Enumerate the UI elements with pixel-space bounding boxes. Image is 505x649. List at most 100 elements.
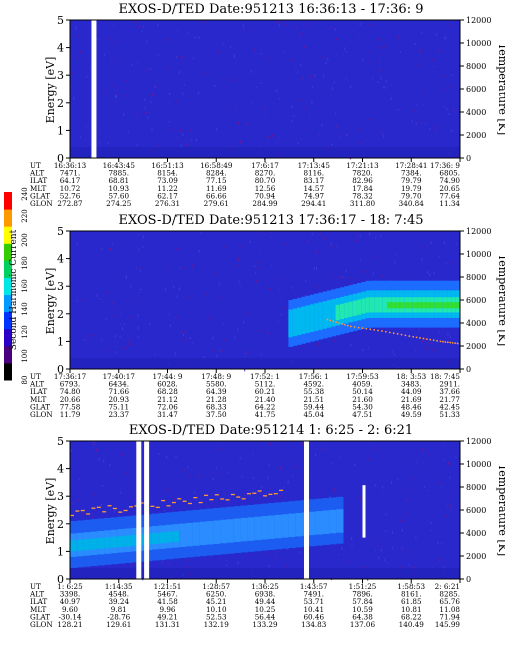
- noise-mark: [445, 515, 447, 517]
- noise-mark: [189, 129, 191, 133]
- orbit-row-value: 284.99: [252, 199, 278, 208]
- noise-mark: [437, 481, 439, 485]
- temperature-point: [385, 330, 387, 333]
- noise-mark: [180, 129, 182, 133]
- noise-mark: [187, 296, 189, 299]
- noise-mark: [421, 247, 423, 249]
- noise-mark: [340, 276, 341, 279]
- noise-mark: [351, 537, 353, 541]
- noise-mark: [247, 351, 249, 355]
- temperature-point: [263, 495, 268, 497]
- band-mid: [288, 513, 296, 538]
- band-mid: [327, 300, 332, 328]
- noise-mark: [259, 498, 261, 501]
- orbit-row-value: 57.84: [352, 597, 373, 606]
- orbit-row-value: 64.22: [255, 402, 276, 411]
- noise-mark: [291, 119, 293, 122]
- orbit-row-value: 61.85: [401, 597, 422, 606]
- noise-mark: [384, 86, 386, 89]
- orbit-row-value: 21.28: [206, 395, 227, 404]
- temperature-point: [451, 341, 454, 344]
- noise-mark: [303, 23, 305, 26]
- noise-mark: [115, 93, 117, 95]
- noise-mark: [411, 120, 413, 123]
- noise-mark: [186, 559, 188, 562]
- noise-mark: [157, 23, 159, 27]
- noise-mark: [71, 449, 73, 452]
- noise-mark: [237, 561, 239, 565]
- noise-mark: [415, 536, 417, 540]
- noise-mark: [383, 86, 385, 89]
- orbit-row-value: 9.60: [62, 605, 78, 614]
- noise-mark: [261, 486, 263, 489]
- band-mid: [220, 519, 228, 544]
- orbit-row-value: 2: 6:21: [435, 582, 460, 591]
- noise-mark: [84, 566, 86, 569]
- noise-mark: [258, 146, 260, 148]
- orbit-row-value: 65.76: [439, 597, 460, 606]
- orbit-row-value: 1: 6:25: [57, 582, 83, 591]
- noise-mark: [129, 316, 131, 319]
- noise-mark: [255, 261, 257, 264]
- colorbar-label: Second Harmonic Current: [9, 229, 19, 350]
- orbit-row-label: ILAT: [30, 597, 47, 606]
- orbit-row-label: GLAT: [30, 191, 50, 200]
- noise-mark: [402, 519, 403, 522]
- low-energy-band: [70, 357, 460, 369]
- orbit-row-value: 16:51:13: [151, 161, 184, 170]
- noise-mark: [291, 287, 293, 289]
- noise-mark: [121, 453, 123, 456]
- noise-mark: [98, 127, 100, 130]
- band-mid: [314, 303, 319, 331]
- noise-mark: [252, 101, 254, 103]
- orbit-row-value: 137.06: [350, 620, 376, 629]
- temperature-point: [166, 505, 171, 507]
- band-mid: [233, 518, 242, 543]
- noise-mark: [238, 121, 239, 125]
- orbit-row-value: 16:36:13: [54, 161, 87, 170]
- orbit-row-value: 41.75: [255, 410, 276, 419]
- noise-mark: [355, 239, 357, 242]
- noise-mark: [250, 30, 252, 34]
- noise-mark: [345, 77, 347, 79]
- band-mid: [322, 301, 328, 329]
- y2-tick-label: 2000: [466, 552, 486, 561]
- noise-mark: [239, 246, 241, 248]
- noise-mark: [165, 288, 167, 291]
- band-peak: [421, 302, 427, 309]
- noise-mark: [414, 110, 416, 113]
- noise-mark: [268, 136, 270, 139]
- noise-mark: [347, 277, 349, 279]
- noise-mark: [136, 267, 138, 269]
- noise-mark: [149, 323, 151, 326]
- noise-mark: [418, 64, 420, 67]
- noise-mark: [423, 84, 425, 86]
- band-core: [124, 535, 132, 547]
- noise-mark: [368, 347, 369, 349]
- noise-mark: [382, 274, 384, 277]
- noise-mark: [165, 67, 167, 70]
- noise-mark: [156, 79, 158, 81]
- noise-mark: [344, 47, 346, 51]
- temperature-point: [388, 331, 391, 334]
- temperature-point: [344, 323, 346, 326]
- orbit-row-value: 68.28: [157, 387, 178, 396]
- noise-mark: [394, 253, 396, 255]
- noise-mark: [370, 24, 372, 26]
- noise-mark: [145, 111, 147, 115]
- noise-mark: [369, 232, 370, 236]
- noise-mark: [144, 106, 146, 109]
- band-peak: [451, 302, 457, 309]
- noise-mark: [179, 287, 180, 291]
- noise-mark: [340, 137, 342, 139]
- temperature-point: [454, 342, 457, 345]
- noise-mark: [109, 463, 111, 467]
- temperature-point: [236, 496, 241, 498]
- band-core: [117, 536, 126, 548]
- noise-mark: [276, 308, 278, 310]
- noise-mark: [214, 350, 215, 352]
- colorbar-segment: [4, 226, 12, 244]
- noise-mark: [435, 338, 437, 340]
- band-core: [352, 300, 358, 316]
- y-tick-label: 4: [57, 42, 64, 55]
